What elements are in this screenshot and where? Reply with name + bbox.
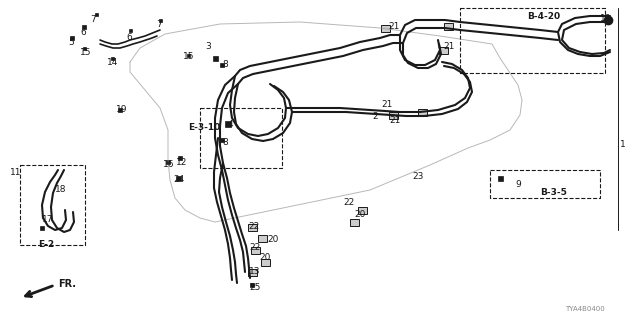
Bar — [439, 47, 448, 54]
Bar — [460, 8, 605, 73]
Text: 24: 24 — [173, 175, 184, 184]
Text: 14: 14 — [107, 58, 118, 67]
Text: 3: 3 — [205, 42, 211, 51]
Bar — [225, 121, 231, 127]
Text: 8: 8 — [222, 60, 228, 69]
Text: 11: 11 — [10, 168, 22, 177]
Text: E-2: E-2 — [38, 240, 54, 249]
Text: 6: 6 — [126, 33, 132, 42]
Text: 20: 20 — [259, 253, 270, 262]
Text: TYA4B0400: TYA4B0400 — [565, 306, 605, 312]
Text: 18: 18 — [55, 185, 67, 194]
Text: 22: 22 — [343, 198, 355, 207]
Bar — [83, 46, 86, 50]
Bar — [381, 25, 390, 32]
Bar — [186, 53, 189, 57]
Bar — [389, 112, 398, 119]
Text: 17: 17 — [42, 215, 54, 224]
Text: 7: 7 — [156, 20, 162, 29]
Text: 21: 21 — [389, 116, 401, 125]
Bar — [418, 109, 427, 116]
Bar — [251, 247, 260, 254]
Text: 25: 25 — [249, 283, 260, 292]
Bar — [159, 19, 161, 21]
Bar — [350, 219, 359, 226]
Bar — [258, 235, 267, 242]
Text: 6: 6 — [80, 28, 86, 37]
Text: 15: 15 — [80, 48, 92, 57]
Bar — [248, 269, 257, 276]
Text: 19: 19 — [116, 105, 127, 114]
Bar — [497, 175, 502, 180]
Bar — [261, 259, 270, 266]
Bar — [95, 12, 97, 15]
Text: 20: 20 — [354, 210, 365, 219]
Text: 12: 12 — [176, 158, 188, 167]
Text: 21: 21 — [388, 22, 399, 31]
Bar — [82, 25, 86, 29]
Bar — [175, 175, 180, 180]
Text: 21: 21 — [443, 42, 454, 51]
Text: 22: 22 — [249, 243, 260, 252]
Bar — [220, 63, 224, 67]
Bar — [178, 156, 182, 160]
Text: 5: 5 — [68, 38, 74, 47]
Bar — [118, 108, 122, 112]
Text: 21: 21 — [381, 100, 392, 109]
Text: 1: 1 — [620, 140, 626, 149]
Bar — [248, 224, 257, 231]
Bar — [20, 165, 85, 245]
Text: 15: 15 — [183, 52, 195, 61]
Text: 4: 4 — [228, 120, 234, 129]
Bar — [220, 138, 224, 142]
Bar — [111, 57, 113, 60]
Text: 2: 2 — [372, 112, 378, 121]
Text: 9: 9 — [515, 180, 521, 189]
Text: 7: 7 — [90, 15, 96, 24]
Bar — [490, 170, 600, 198]
Text: FR.: FR. — [58, 279, 76, 289]
Bar — [250, 283, 254, 287]
Bar — [129, 28, 131, 31]
Text: 22: 22 — [248, 222, 259, 231]
Bar — [358, 207, 367, 214]
Text: 8: 8 — [222, 138, 228, 147]
Bar — [40, 226, 44, 230]
Text: 10: 10 — [600, 14, 611, 23]
Bar — [444, 23, 453, 30]
Text: B-4-20: B-4-20 — [527, 12, 560, 21]
Text: 13: 13 — [249, 267, 260, 276]
Text: E-3-10: E-3-10 — [188, 123, 220, 132]
Text: 23: 23 — [412, 172, 424, 181]
Text: B-3-5: B-3-5 — [540, 188, 567, 197]
Bar — [212, 55, 218, 60]
Bar — [70, 36, 74, 40]
Bar — [166, 160, 170, 164]
Text: 16: 16 — [163, 160, 175, 169]
Bar — [200, 108, 282, 168]
Text: 20: 20 — [267, 235, 278, 244]
